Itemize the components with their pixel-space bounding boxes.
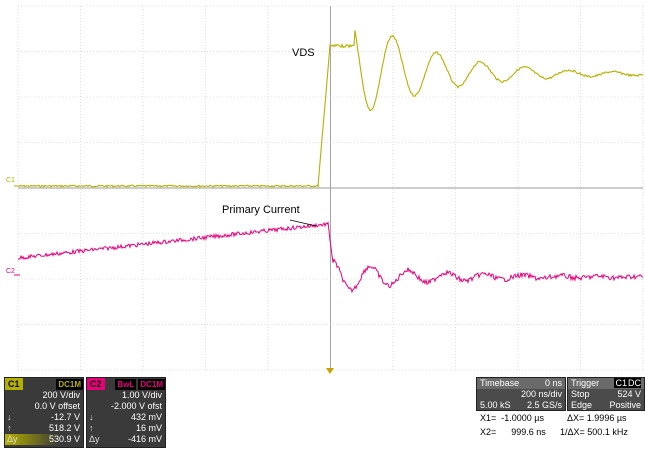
c1-coupling-badge: DC1M bbox=[56, 378, 83, 390]
c2-max-value: 16 mV bbox=[135, 423, 162, 433]
trigger-level: 524 V bbox=[617, 389, 641, 399]
trigger-panel[interactable]: Trigger C1DC Stop 524 V Edge Positive bbox=[567, 377, 645, 411]
cursor-x1-readout: X1= -1.0000 µs bbox=[480, 413, 544, 423]
vds-annotation: VDS bbox=[292, 47, 315, 59]
c2-ground-marker: C2 bbox=[6, 268, 15, 275]
c2-coupling-badge: DC1M bbox=[138, 378, 165, 390]
c1-max-value: 518.2 V bbox=[48, 423, 80, 433]
c1-delta-value: 530.9 V bbox=[48, 434, 80, 444]
c2-min-label: ↓ bbox=[89, 412, 94, 422]
c1-waveform-trace bbox=[17, 30, 644, 188]
timebase-per-div: 200 ns/div bbox=[520, 389, 562, 399]
trigger-coupling: DC bbox=[628, 378, 641, 388]
c2-waveform-trace bbox=[18, 221, 644, 294]
c2-delta-value: -416 mV bbox=[127, 434, 162, 444]
c1-tag[interactable]: C1 bbox=[5, 378, 23, 390]
c1-info-panel[interactable]: C1 DC1M 200 V/div 0.0 V offset ↓ -12.7 V … bbox=[4, 377, 84, 448]
inv-label: 1/ΔX= bbox=[560, 427, 585, 437]
c1-offset: 0.0 V offset bbox=[34, 401, 80, 411]
graticule-grid bbox=[17, 5, 644, 371]
timebase-delay: 0 ns bbox=[544, 378, 562, 388]
timebase-title: Timebase bbox=[480, 378, 520, 388]
cursor-inv-readout: 1/ΔX= 500.1 kHz bbox=[560, 427, 628, 437]
trigger-type: Edge bbox=[571, 400, 593, 410]
x1-label: X1= bbox=[480, 413, 497, 423]
c2-offset: -2.000 V ofst bbox=[110, 401, 162, 411]
x2-value: 999.6 ns bbox=[511, 427, 546, 437]
c2-min-value: 432 mV bbox=[130, 412, 162, 422]
timebase-panel[interactable]: Timebase 0 ns 200 ns/div 5.00 kS 2.5 GS/s bbox=[476, 377, 566, 411]
x2-label: X2= bbox=[480, 427, 497, 437]
trigger-source: C1 bbox=[614, 378, 628, 388]
dx-label: ΔX= bbox=[567, 413, 585, 423]
dx-value: 1.9996 µs bbox=[586, 413, 627, 423]
c1-min-value: -12.7 V bbox=[50, 412, 80, 422]
c2-scale: 1.00 V/div bbox=[121, 390, 162, 400]
c1-ground-marker: C1 bbox=[6, 177, 15, 184]
c2-delta-label: Δy bbox=[89, 434, 100, 444]
cursor-x2-readout: X2= 999.6 ns bbox=[480, 427, 546, 437]
timebase-samples: 5.00 kS bbox=[480, 400, 511, 410]
trigger-mode: Stop bbox=[571, 389, 590, 399]
c2-bwl-badge: BwL bbox=[115, 378, 137, 390]
x1-value: -1.0000 µs bbox=[501, 413, 544, 423]
primary-current-annotation: Primary Current bbox=[222, 204, 300, 216]
c2-info-panel[interactable]: C2 BwL DC1M 1.00 V/div -2.000 V ofst ↓ 43… bbox=[86, 377, 166, 448]
c2-tag[interactable]: C2 bbox=[87, 378, 105, 390]
trigger-title: Trigger bbox=[571, 378, 600, 388]
c1-min-label: ↓ bbox=[7, 412, 12, 422]
c2-max-label: ↑ bbox=[89, 423, 94, 433]
primary-current-leader-line bbox=[289, 219, 317, 227]
inv-value: 500.1 kHz bbox=[587, 427, 628, 437]
c1-max-label: ↑ bbox=[7, 423, 12, 433]
cursor-dx-readout: ΔX= 1.9996 µs bbox=[567, 413, 627, 423]
trigger-position-marker bbox=[326, 368, 334, 374]
timebase-rate: 2.5 GS/s bbox=[526, 400, 562, 410]
trigger-slope: Positive bbox=[609, 400, 641, 410]
c1-delta-label: Δy bbox=[7, 434, 18, 444]
c1-scale: 200 V/div bbox=[42, 390, 80, 400]
